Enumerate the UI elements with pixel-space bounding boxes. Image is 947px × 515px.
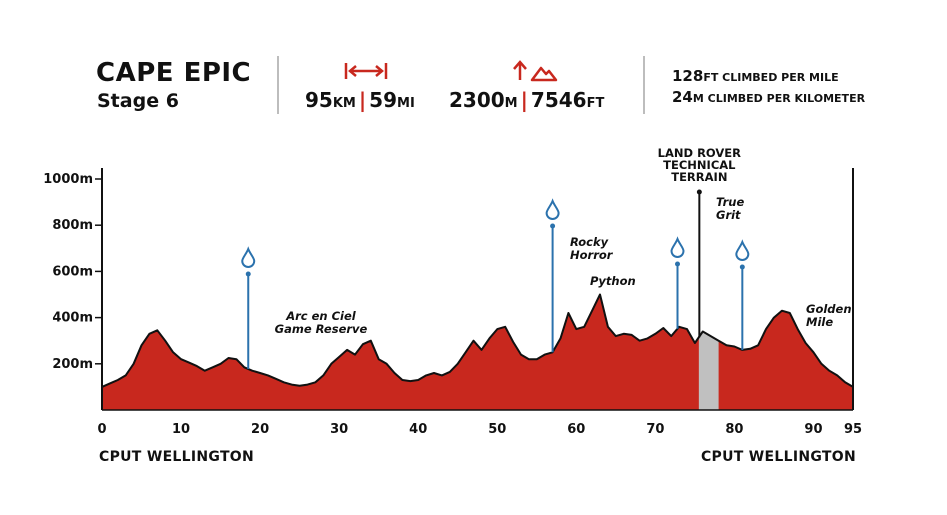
race-title: CAPE EPIC [96, 58, 252, 88]
segment-annotation: Python [590, 274, 636, 288]
x-tick-label: 40 [409, 422, 427, 437]
water-point [735, 239, 750, 350]
climb-ft-value: 7546 [530, 88, 587, 112]
water-point-marker [675, 261, 681, 267]
water-point [545, 198, 560, 353]
x-tick-label: 20 [251, 422, 269, 437]
header-divider-left [277, 56, 279, 114]
distance-km-value: 95 [305, 88, 333, 112]
x-tick-label: 90 [804, 422, 822, 437]
climb-m-value: 2300 [449, 88, 505, 112]
y-tick-label: 200m [52, 357, 93, 372]
y-tick-label: 1000m [43, 172, 93, 187]
climb-m-unit: M [504, 96, 518, 111]
water-drop-icon [545, 198, 560, 220]
x-tick-label: 10 [172, 422, 190, 437]
climb-rate-value: 128 [672, 67, 704, 85]
climb-rate-text: CLIMBED PER KILOMETER [703, 92, 866, 105]
distance-arrows-icon [344, 63, 388, 79]
water-point-marker [245, 271, 251, 277]
x-tick-label: 95 [844, 422, 862, 437]
distance-stat: 95KM | 59MI [305, 88, 415, 112]
start-label: CPUT WELLINGTON [99, 449, 255, 465]
technical-marker-dot [696, 189, 702, 195]
header-divider-right [643, 56, 645, 114]
elevation-area [102, 294, 853, 410]
distance-km-unit: KM [332, 96, 356, 111]
x-tick-label: 60 [567, 422, 585, 437]
climb-rate-per-km: 24M CLIMBED PER KILOMETER [672, 88, 865, 106]
stage-label: Stage 6 [97, 90, 179, 112]
water-drop-icon [241, 246, 256, 268]
x-tick-label: 50 [488, 422, 506, 437]
segment-annotation: Arc en Ciel Game Reserve [275, 309, 368, 336]
water-point [241, 246, 256, 369]
climb-ft-unit: FT [586, 96, 605, 111]
distance-mi-unit: MI [397, 96, 415, 111]
climb-rate-unit: M [692, 92, 704, 105]
water-drop-icon [670, 236, 685, 258]
elevation-mountain-icon [513, 60, 558, 82]
elevation-line [101, 293, 854, 388]
technical-terrain-band [698, 331, 719, 410]
climb-stat: 2300M | 7546FT [449, 88, 604, 112]
y-tick-label: 600m [52, 264, 93, 279]
water-drop-icon [735, 239, 750, 261]
technical-terrain-label: LAND ROVER TECHNICAL TERRAIN [658, 146, 741, 184]
climb-rate-text: CLIMBED PER MILE [718, 71, 839, 84]
segment-annotation: Rocky Horror [570, 235, 614, 262]
x-tick-label: 80 [725, 422, 743, 437]
climb-rate-per-mile: 128FT CLIMBED PER MILE [672, 67, 839, 85]
climb-separator: | [520, 88, 528, 112]
climb-rate-unit: FT [703, 71, 719, 84]
segment-annotation: Golden Mile [806, 302, 852, 329]
y-tick-label: 800m [52, 218, 93, 233]
distance-mi-value: 59 [369, 88, 398, 112]
climb-rate-value: 24 [672, 88, 693, 106]
distance-separator: | [358, 88, 367, 112]
water-point [670, 236, 685, 329]
water-point-marker [550, 223, 556, 229]
x-tick-label: 0 [97, 422, 106, 437]
finish-label: CPUT WELLINGTON [700, 449, 856, 465]
segment-annotation: True Grit [716, 195, 744, 222]
y-tick-label: 400m [52, 311, 93, 326]
x-tick-label: 30 [330, 422, 348, 437]
water-point-marker [739, 264, 745, 270]
x-tick-label: 70 [646, 422, 664, 437]
